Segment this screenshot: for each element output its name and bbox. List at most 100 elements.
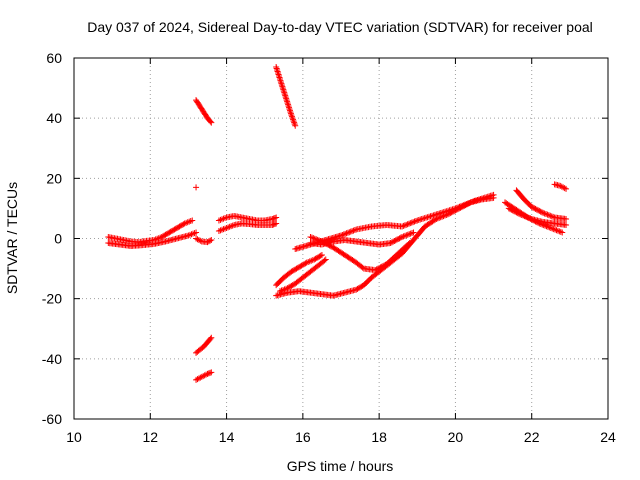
data-point bbox=[404, 221, 411, 228]
data-point bbox=[457, 203, 464, 210]
y-tick-label: -60 bbox=[42, 411, 62, 427]
data-point bbox=[563, 185, 570, 192]
data-point bbox=[452, 205, 459, 212]
series-track-u bbox=[551, 181, 570, 192]
data-point bbox=[535, 207, 542, 214]
chart-title: Day 037 of 2024, Sidereal Day-to-day VTE… bbox=[87, 19, 593, 35]
data-point bbox=[204, 370, 211, 377]
data-point bbox=[205, 370, 212, 377]
data-point bbox=[372, 267, 379, 274]
data-point bbox=[269, 221, 276, 228]
data-point bbox=[563, 221, 570, 228]
data-point bbox=[513, 209, 520, 216]
data-point bbox=[401, 232, 408, 239]
data-point bbox=[346, 229, 353, 236]
series-track-g bbox=[193, 369, 215, 383]
data-point bbox=[399, 223, 406, 230]
data-point bbox=[547, 224, 554, 231]
data-point bbox=[342, 230, 349, 237]
data-point bbox=[410, 219, 417, 226]
data-point bbox=[544, 211, 551, 218]
data-point bbox=[460, 202, 467, 209]
axis-ticks bbox=[73, 57, 609, 420]
series-track-q bbox=[307, 229, 417, 248]
series-track-a bbox=[105, 217, 196, 246]
data-point bbox=[374, 265, 381, 272]
data-point bbox=[405, 220, 412, 227]
data-point bbox=[307, 233, 314, 240]
data-point bbox=[392, 237, 399, 244]
data-point bbox=[390, 238, 397, 245]
data-point bbox=[350, 227, 357, 234]
data-point bbox=[400, 233, 407, 240]
data-point bbox=[528, 203, 535, 210]
data-point bbox=[536, 207, 543, 214]
data-point bbox=[408, 219, 415, 226]
data-point bbox=[521, 213, 528, 220]
series-track-f bbox=[193, 334, 215, 356]
x-tick-label: 18 bbox=[371, 429, 387, 445]
data-point bbox=[404, 231, 411, 238]
data-point bbox=[467, 199, 474, 206]
x-axis-label: GPS time / hours bbox=[287, 458, 394, 474]
data-point bbox=[548, 213, 555, 220]
data-point bbox=[197, 237, 204, 244]
data-point bbox=[207, 369, 214, 376]
data-point bbox=[517, 211, 524, 218]
series-track-t bbox=[505, 205, 570, 228]
x-tick-label: 10 bbox=[66, 429, 82, 445]
data-point bbox=[292, 122, 299, 129]
data-point bbox=[524, 214, 531, 221]
data-point bbox=[387, 240, 394, 247]
x-tick-label: 22 bbox=[524, 429, 540, 445]
series-track-j bbox=[273, 64, 299, 129]
data-point bbox=[518, 211, 525, 218]
data-point bbox=[522, 213, 529, 220]
data-point bbox=[540, 209, 547, 216]
data-point bbox=[270, 221, 277, 228]
data-point bbox=[549, 225, 556, 232]
data-point bbox=[379, 263, 386, 270]
x-tick-label: 20 bbox=[448, 429, 464, 445]
series-track-c bbox=[193, 235, 215, 246]
data-point bbox=[412, 217, 419, 224]
data-point bbox=[541, 210, 548, 217]
data-point bbox=[561, 185, 568, 192]
data-point bbox=[409, 230, 416, 237]
data-point bbox=[559, 229, 566, 236]
data-point bbox=[395, 236, 402, 243]
data-point bbox=[273, 220, 280, 227]
series-track-n bbox=[276, 256, 329, 295]
data-point bbox=[461, 201, 468, 208]
data-point bbox=[411, 218, 418, 225]
data-point bbox=[269, 215, 276, 222]
data-point bbox=[208, 119, 215, 126]
data-point bbox=[208, 334, 215, 341]
y-tick-label: 0 bbox=[54, 231, 62, 247]
y-tick-label: 40 bbox=[46, 110, 62, 126]
data-point bbox=[393, 236, 400, 243]
data-point bbox=[550, 213, 557, 220]
data-point bbox=[344, 229, 351, 236]
data-point bbox=[406, 240, 413, 247]
data-point bbox=[407, 230, 414, 237]
data-point bbox=[410, 229, 417, 236]
data-point bbox=[207, 335, 214, 342]
data-point bbox=[543, 211, 550, 218]
data-point bbox=[377, 264, 384, 271]
series-track-h bbox=[215, 212, 280, 224]
x-tick-labels: 10 12 14 16 18 20 22 24 bbox=[66, 429, 616, 445]
data-point bbox=[407, 220, 414, 227]
data-point bbox=[208, 237, 215, 244]
data-point bbox=[533, 206, 540, 213]
data-point bbox=[270, 215, 277, 222]
data-point bbox=[538, 209, 545, 216]
grid bbox=[74, 58, 608, 419]
data-point bbox=[470, 198, 477, 205]
y-tick-label: -40 bbox=[42, 351, 62, 367]
data-point bbox=[203, 371, 210, 378]
series-track-e bbox=[193, 184, 200, 191]
data-point bbox=[397, 234, 404, 241]
data-point bbox=[490, 191, 497, 198]
data-point bbox=[468, 198, 475, 205]
